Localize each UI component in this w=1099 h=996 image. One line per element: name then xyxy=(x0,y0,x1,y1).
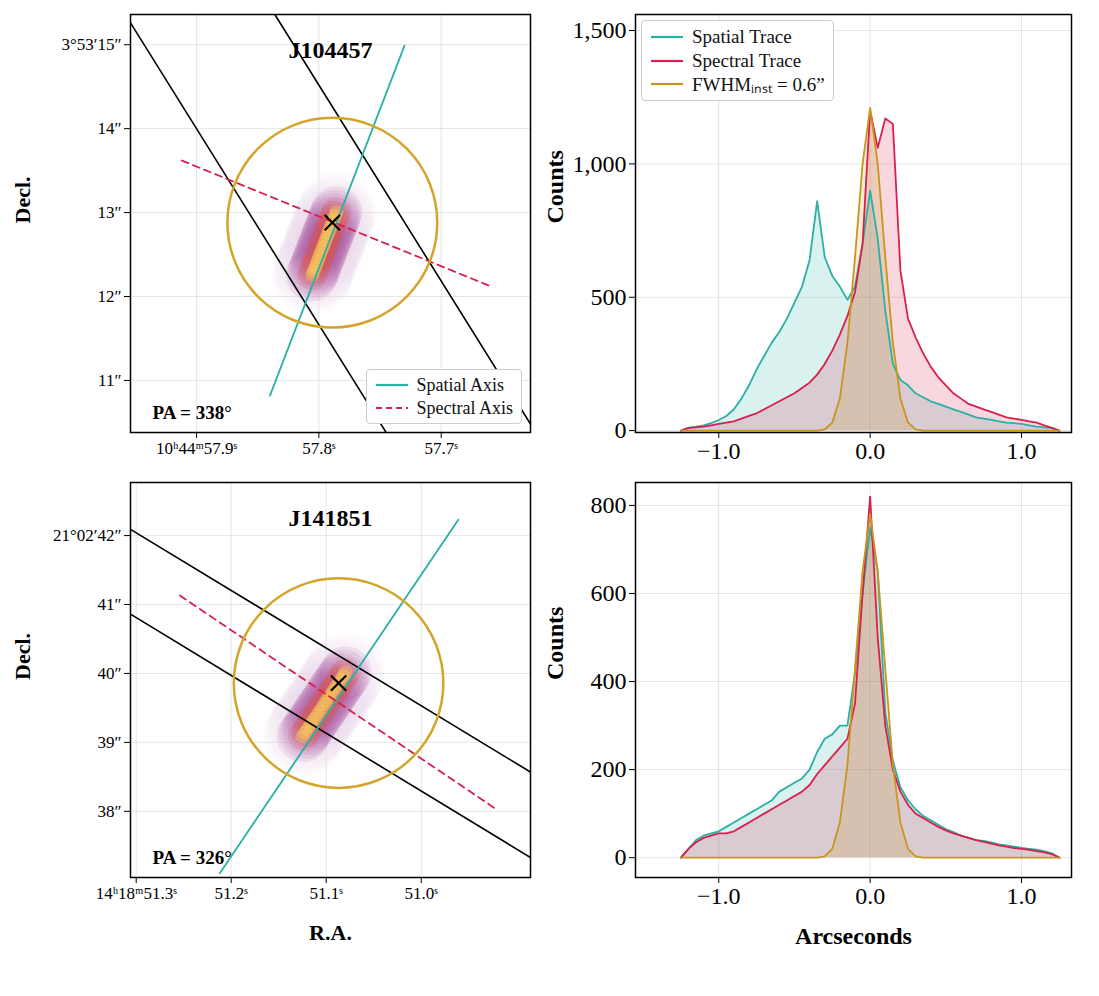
svg-text:−1.0: −1.0 xyxy=(697,883,741,909)
svg-text:Counts: Counts xyxy=(542,607,568,680)
svg-text:800: 800 xyxy=(591,492,627,518)
svg-text:41″: 41″ xyxy=(97,595,121,614)
svg-text:38″: 38″ xyxy=(97,802,121,821)
svg-text:40″: 40″ xyxy=(97,664,121,683)
html-text:Spectral Axis: Spectral Axis xyxy=(416,397,513,418)
svg-text:57.7ˢ: 57.7ˢ xyxy=(425,439,459,458)
svg-text:−1.0: −1.0 xyxy=(697,438,741,464)
svg-text:200: 200 xyxy=(591,756,627,782)
svg-text:PA = 326°: PA = 326° xyxy=(153,847,232,868)
svg-text:J104457: J104457 xyxy=(289,37,373,63)
html-text:Spatial Axis: Spatial Axis xyxy=(416,375,504,395)
svg-text:51.1ˢ: 51.1ˢ xyxy=(310,884,344,903)
svg-text:600: 600 xyxy=(591,580,627,606)
svg-text:10ʰ44ᵐ57.9ˢ: 10ʰ44ᵐ57.9ˢ xyxy=(156,439,238,458)
svg-text:J141851: J141851 xyxy=(289,505,373,531)
svg-text:39″: 39″ xyxy=(97,733,121,752)
html-text:FWHMᵢₙₛₜ = 0.6”: FWHMᵢₙₛₜ = 0.6” xyxy=(692,73,825,95)
svg-text:0.0: 0.0 xyxy=(855,883,885,909)
svg-text:1,500: 1,500 xyxy=(573,17,627,43)
html-text:Spatial Trace: Spatial Trace xyxy=(692,26,792,47)
svg-text:1.0: 1.0 xyxy=(1007,438,1037,464)
svg-text:0: 0 xyxy=(615,844,627,870)
svg-text:1.0: 1.0 xyxy=(1007,883,1037,909)
svg-text:500: 500 xyxy=(591,284,627,310)
svg-text:0: 0 xyxy=(615,417,627,443)
svg-text:14″: 14″ xyxy=(97,119,121,138)
svg-text:11″: 11″ xyxy=(98,371,121,390)
svg-text:57.8ˢ: 57.8ˢ xyxy=(302,439,336,458)
html-text:Spectral Trace: Spectral Trace xyxy=(692,49,802,71)
svg-text:400: 400 xyxy=(591,668,627,694)
svg-text:51.2ˢ: 51.2ˢ xyxy=(215,884,249,903)
svg-text:Decl.: Decl. xyxy=(10,176,35,223)
svg-text:Counts: Counts xyxy=(542,150,568,223)
svg-text:12″: 12″ xyxy=(97,287,121,306)
svg-text:Arcseconds: Arcseconds xyxy=(795,923,912,949)
svg-text:R.A.: R.A. xyxy=(309,920,352,945)
svg-text:14ʰ18ᵐ51.3ˢ: 14ʰ18ᵐ51.3ˢ xyxy=(96,884,178,903)
svg-text:1,000: 1,000 xyxy=(573,151,627,177)
svg-text:Decl.: Decl. xyxy=(10,633,35,680)
svg-text:51.0ˢ: 51.0ˢ xyxy=(405,884,439,903)
svg-text:PA = 338°: PA = 338° xyxy=(153,402,232,423)
svg-text:0.0: 0.0 xyxy=(855,438,885,464)
svg-text:13″: 13″ xyxy=(97,203,121,222)
svg-text:21°02′42″: 21°02′42″ xyxy=(53,526,122,545)
svg-text:3°53′15″: 3°53′15″ xyxy=(61,35,121,54)
